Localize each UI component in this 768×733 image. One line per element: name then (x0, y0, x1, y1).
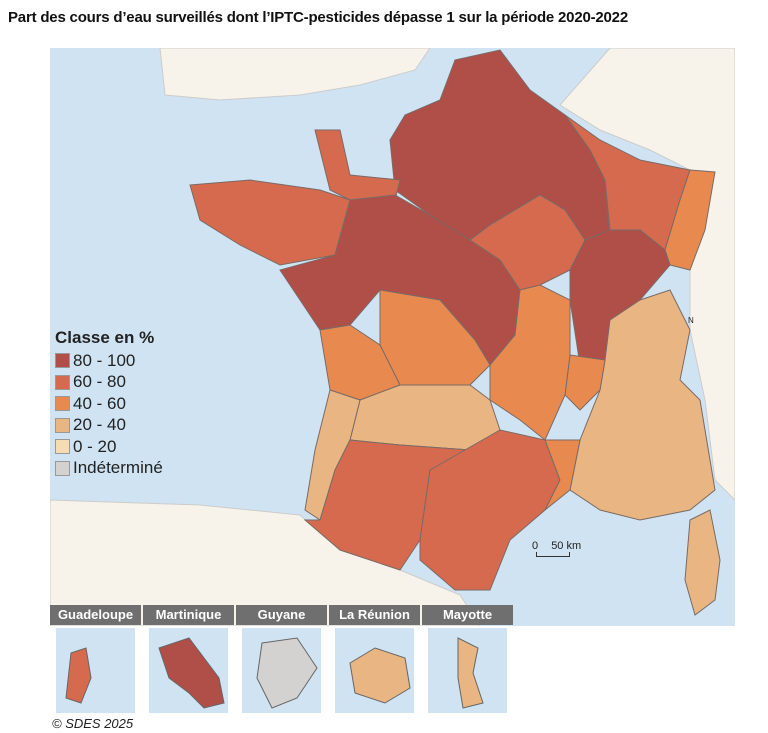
legend-item: 60 - 80 (55, 372, 163, 394)
inset-guyane: Guyane (236, 605, 327, 713)
copyright: © SDES 2025 (52, 716, 134, 731)
scale-zero: 0 (532, 540, 539, 552)
region-rhone-aval (544, 439, 581, 511)
inset-map (56, 628, 135, 713)
region-corse (684, 509, 721, 616)
legend: Classe en % 80 - 100 60 - 80 40 - 60 20 - 4… (55, 328, 163, 479)
legend-label: 20 - 40 (73, 415, 126, 435)
inset-martinique: Martinique (143, 605, 234, 713)
legend-swatch (55, 439, 70, 455)
inset-guadeloupe: Guadeloupe (50, 605, 141, 713)
inset-label: La Réunion (329, 605, 420, 625)
region-bourgogne (469, 194, 586, 291)
region-garonne (303, 439, 472, 571)
legend-label: 0 - 20 (73, 436, 117, 456)
france-map: Classe en % 80 - 100 60 - 80 40 - 60 20 - 4… (50, 48, 735, 626)
inset-label: Mayotte (422, 605, 513, 625)
north-arrow: N (688, 316, 694, 325)
legend-item: Indéterminé (55, 458, 163, 480)
inset-la-réunion: La Réunion (329, 605, 420, 713)
legend-swatch (55, 374, 70, 390)
legend-swatch (55, 396, 70, 412)
legend-label: 60 - 80 (73, 372, 126, 392)
legend-swatch (55, 353, 70, 369)
inset-map (149, 628, 228, 713)
region-alsace (664, 169, 716, 271)
legend-label: Indéterminé (73, 458, 163, 478)
map-canvas (50, 48, 735, 626)
uk-land (159, 48, 431, 101)
inset-territory (349, 647, 411, 704)
legend-label: 80 - 100 (73, 350, 136, 370)
legend-item: 40 - 60 (55, 393, 163, 415)
region-cotentin (314, 129, 401, 201)
inset-label: Martinique (143, 605, 234, 625)
map-title: Part des cours d’eau surveillés dont l’I… (8, 9, 628, 26)
legend-title: Classe en % (55, 328, 155, 347)
region-bretagne (189, 179, 351, 266)
overseas-insets: Guadeloupe Martinique Guyane La Réunion Mayo… (50, 605, 515, 713)
legend-item: 20 - 40 (55, 415, 163, 437)
inset-territory (256, 637, 318, 709)
inset-territory (65, 647, 92, 704)
legend-swatch (55, 460, 70, 476)
scale-label: 50 km (551, 540, 582, 552)
region-occitanie (419, 429, 561, 591)
inset-map (242, 628, 321, 713)
legend-item: 80 - 100 (55, 350, 163, 372)
inset-map (428, 628, 507, 713)
legend-swatch (55, 417, 70, 433)
inset-label: Guadeloupe (50, 605, 141, 625)
inset-mayotte: Mayotte (422, 605, 513, 713)
legend-label: 40 - 60 (73, 393, 126, 413)
legend-item: 0 - 20 (55, 436, 163, 458)
inset-territory (158, 637, 225, 709)
inset-map (335, 628, 414, 713)
inset-label: Guyane (236, 605, 327, 625)
scale-bar: 0 50 km (532, 540, 581, 557)
inset-territory (457, 637, 484, 709)
